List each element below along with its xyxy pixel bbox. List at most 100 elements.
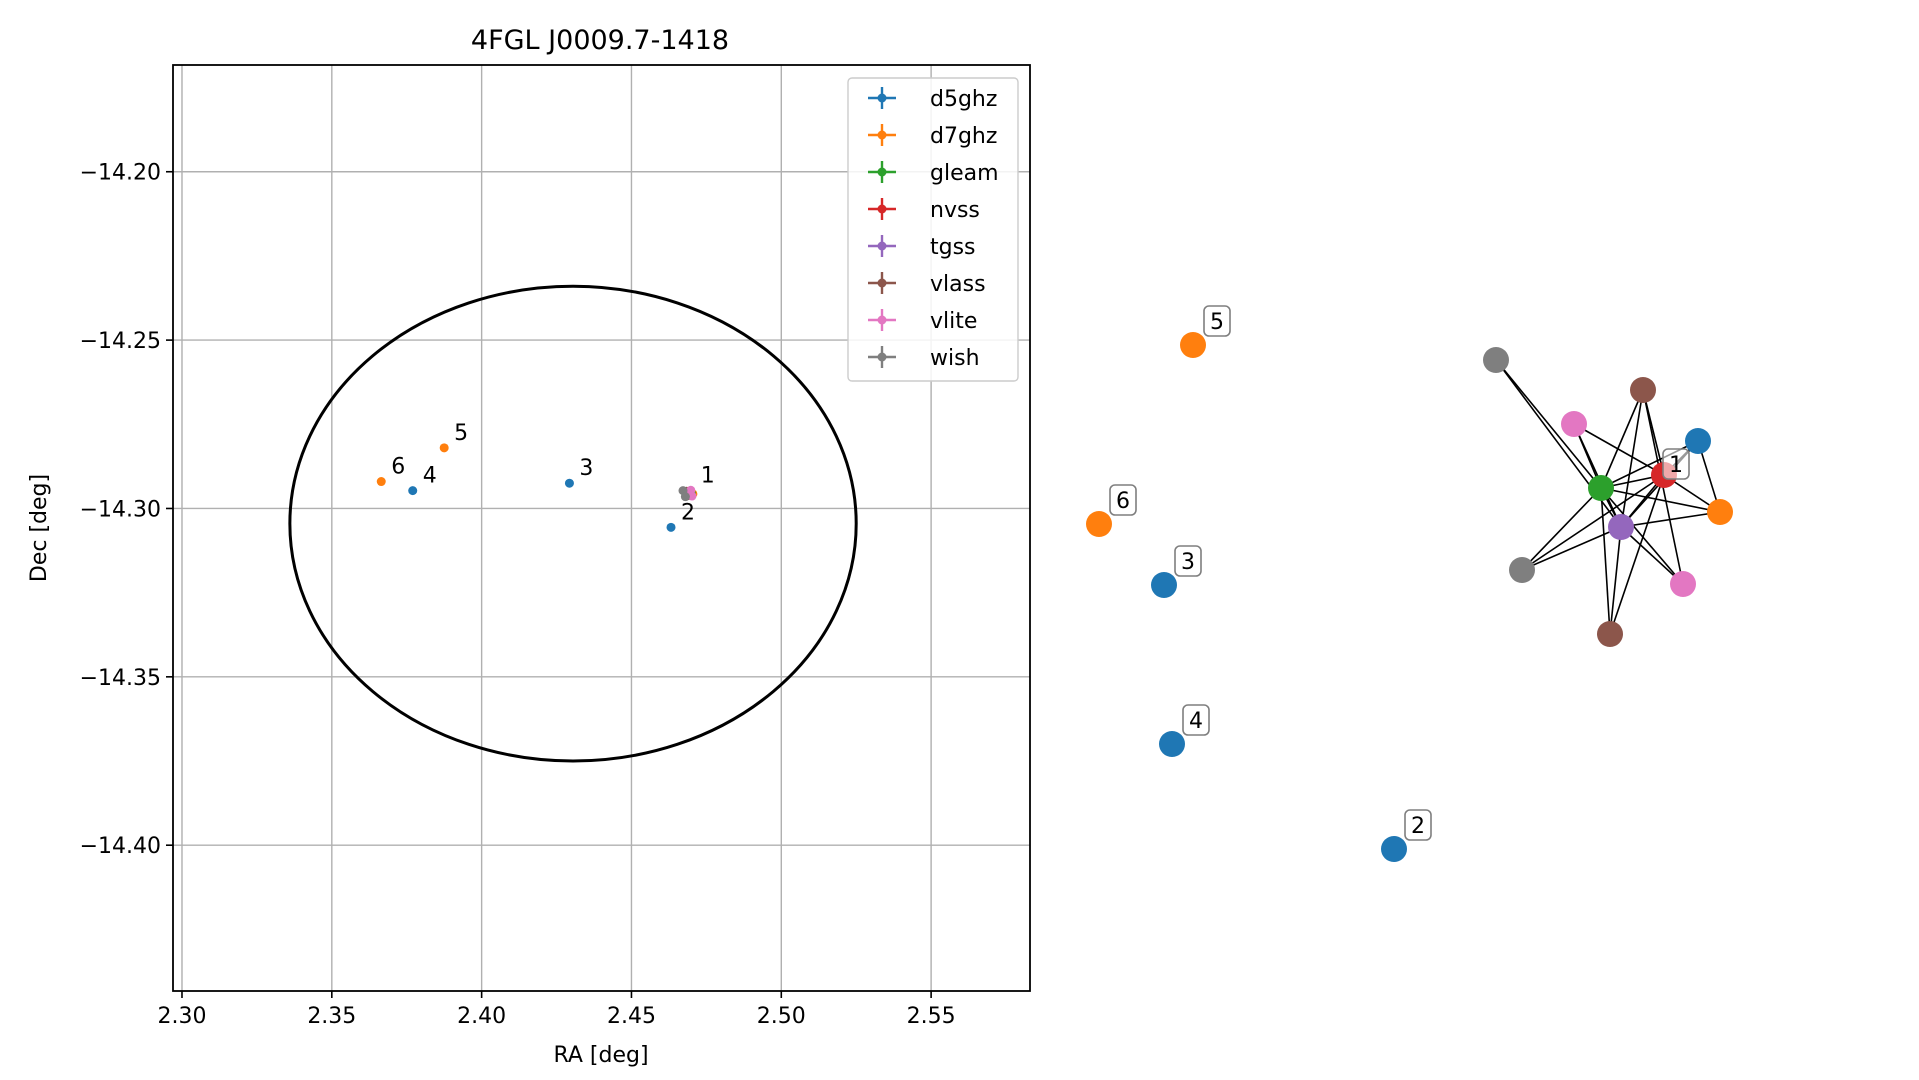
node-label: 5 bbox=[1210, 310, 1224, 335]
vlite-point bbox=[687, 491, 697, 501]
y-axis-label: Dec [deg] bbox=[27, 474, 52, 582]
legend-label: vlite bbox=[930, 309, 977, 334]
legend-entry-nvss: nvss bbox=[868, 198, 980, 223]
network-node bbox=[1561, 411, 1587, 437]
network-node bbox=[1630, 377, 1656, 403]
plot-frame bbox=[172, 64, 1031, 992]
network-edge bbox=[1620, 389, 1644, 528]
y-axis-ticks: −14.20 −14.25 −14.30 −14.35 −14.40 bbox=[80, 161, 173, 859]
wish-point bbox=[680, 492, 690, 502]
node-label-box bbox=[1182, 704, 1210, 736]
legend: d5ghz d7ghz gleam nvss tgss vlass vlite wish bbox=[847, 77, 1019, 382]
network-node bbox=[1608, 514, 1634, 540]
network-edge bbox=[1495, 359, 1602, 489]
legend-entry-tgss: tgss bbox=[868, 235, 976, 260]
legend-marker-dot bbox=[877, 278, 887, 288]
x-tick-label: 2.35 bbox=[307, 1004, 356, 1029]
chart-title: 4FGL J0009.7-1418 bbox=[471, 25, 729, 56]
network-node bbox=[1483, 347, 1509, 373]
legend-label: nvss bbox=[930, 198, 980, 223]
node-label: 2 bbox=[1411, 814, 1425, 839]
network-node-labels: 5 6 3 4 2 1 bbox=[1109, 305, 1690, 841]
node-label: 3 bbox=[1181, 550, 1195, 575]
x-tick-label: 2.55 bbox=[907, 1004, 956, 1029]
y-tick-label: −14.25 bbox=[80, 329, 161, 354]
legend-entry-vlass: vlass bbox=[868, 272, 986, 297]
x-tick-label: 2.50 bbox=[757, 1004, 806, 1029]
localization-ellipse bbox=[288, 284, 858, 763]
legend-label: d7ghz bbox=[930, 124, 997, 149]
x-tick-label: 2.30 bbox=[157, 1004, 206, 1029]
network-node bbox=[1685, 428, 1711, 454]
network-edge bbox=[1620, 526, 1684, 585]
node-label-box bbox=[1203, 305, 1231, 337]
node-label-box bbox=[1109, 484, 1137, 516]
legend-marker-dot bbox=[877, 352, 887, 362]
network-node bbox=[1180, 332, 1206, 358]
network-node bbox=[1381, 836, 1407, 862]
source-label: 4 bbox=[423, 464, 437, 489]
node-label-box bbox=[1662, 448, 1690, 480]
network-edge bbox=[1600, 389, 1644, 489]
node-label: 6 bbox=[1116, 489, 1130, 514]
legend-marker-dot bbox=[877, 315, 887, 325]
legend-label: d5ghz bbox=[930, 87, 997, 112]
network-node bbox=[1509, 557, 1535, 583]
d5ghz-point bbox=[408, 486, 418, 496]
d7ghz-point bbox=[376, 477, 386, 487]
legend-entry-vlite: vlite bbox=[868, 309, 977, 334]
legend-frame bbox=[847, 77, 1019, 382]
legend-marker-dot bbox=[877, 241, 887, 251]
network-node bbox=[1597, 621, 1623, 647]
network-edge bbox=[1609, 474, 1665, 635]
network-node bbox=[1086, 511, 1112, 537]
legend-label: tgss bbox=[930, 235, 976, 260]
network-nodes bbox=[1086, 332, 1733, 862]
network-node bbox=[1707, 499, 1733, 525]
network-edge bbox=[1609, 526, 1622, 635]
legend-label: wish bbox=[930, 346, 980, 371]
source-label: 5 bbox=[454, 421, 468, 446]
x-tick-label: 2.45 bbox=[607, 1004, 656, 1029]
node-label: 4 bbox=[1189, 709, 1203, 734]
network-node bbox=[1159, 731, 1185, 757]
crossmatch-network: 5 6 3 4 2 1 bbox=[1086, 305, 1733, 862]
network-edge bbox=[1521, 487, 1602, 571]
legend-label: vlass bbox=[930, 272, 986, 297]
d7ghz-point bbox=[439, 443, 449, 453]
x-tick-label: 2.40 bbox=[457, 1004, 506, 1029]
y-tick-label: −14.40 bbox=[80, 834, 161, 859]
d5ghz-point bbox=[564, 478, 574, 488]
source-label: 3 bbox=[579, 456, 593, 481]
source-label: 6 bbox=[391, 455, 405, 480]
sky-plot: 4FGL J0009.7-1418 2 3 45 6 1 2.30 2.35 2.40 2.4… bbox=[27, 25, 1031, 1068]
network-node bbox=[1588, 475, 1614, 501]
legend-entry-gleam: gleam bbox=[868, 161, 999, 186]
network-edge bbox=[1600, 487, 1684, 585]
node-label-box bbox=[1404, 809, 1432, 841]
error-ellipse bbox=[288, 284, 858, 763]
y-tick-label: −14.35 bbox=[80, 666, 161, 691]
y-tick-label: −14.30 bbox=[80, 497, 161, 522]
node-label-box bbox=[1174, 545, 1202, 577]
d5ghz-point bbox=[666, 522, 676, 532]
source-label: 2 bbox=[681, 500, 695, 525]
y-tick-label: −14.20 bbox=[80, 161, 161, 186]
x-axis-label: RA [deg] bbox=[553, 1043, 648, 1068]
node-label: 1 bbox=[1669, 453, 1683, 478]
scatter-points bbox=[376, 443, 698, 532]
x-axis-ticks: 2.30 2.35 2.40 2.45 2.50 2.55 bbox=[157, 991, 956, 1029]
legend-label: gleam bbox=[930, 161, 999, 186]
network-edge bbox=[1600, 487, 1611, 635]
network-edge bbox=[1521, 474, 1665, 571]
legend-entry-d5ghz: d5ghz bbox=[868, 87, 997, 112]
legend-marker-dot bbox=[877, 204, 887, 214]
network-edge bbox=[1573, 423, 1665, 476]
legend-entry-d7ghz: d7ghz bbox=[868, 124, 997, 149]
legend-marker-dot bbox=[877, 93, 887, 103]
network-edge bbox=[1620, 511, 1721, 528]
source-label: 1 bbox=[701, 463, 715, 488]
network-edge bbox=[1521, 526, 1622, 571]
network-edge bbox=[1600, 487, 1721, 513]
